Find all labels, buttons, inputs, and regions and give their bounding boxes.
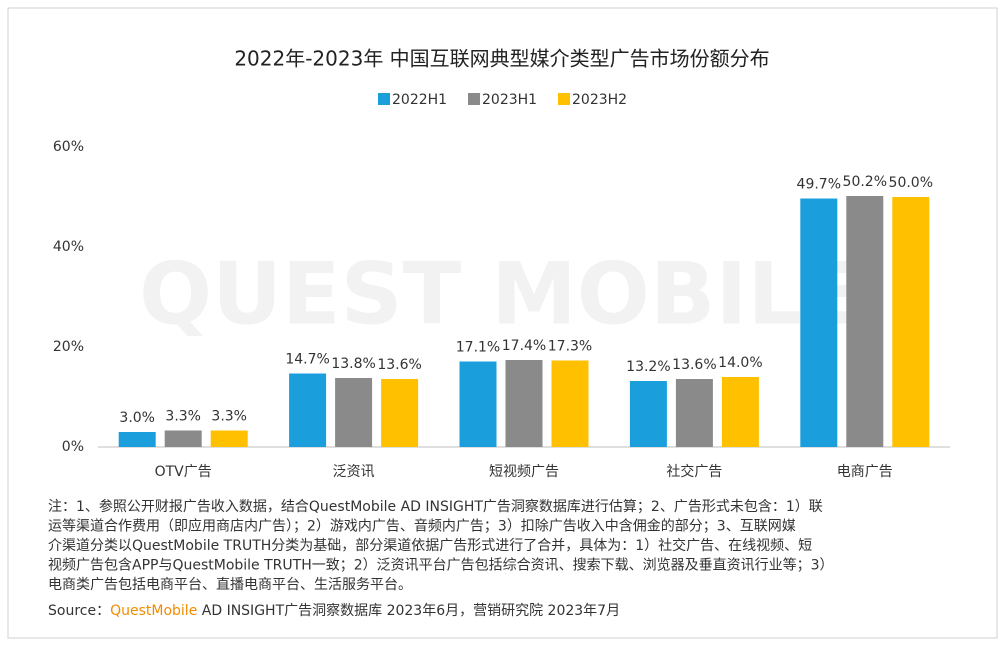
watermark: QUEST MOBILE — [139, 244, 861, 344]
legend-swatch — [468, 93, 480, 105]
value-label: 3.3% — [165, 409, 201, 425]
note-line: 视频广告包含APP与QuestMobile TRUTH一致；2）泛资讯平台广告包… — [48, 557, 834, 574]
value-label: 13.6% — [377, 357, 421, 373]
y-tick-label: 20% — [53, 339, 84, 355]
source-label: Source： — [48, 603, 110, 619]
x-tick-label: 电商广告 — [837, 464, 893, 480]
value-label: 3.3% — [211, 409, 247, 425]
x-tick-label: 社交广告 — [666, 463, 722, 480]
bar — [721, 377, 759, 447]
value-label: 3.0% — [119, 410, 155, 426]
value-label: 17.3% — [548, 339, 592, 355]
y-tick-label: 60% — [53, 139, 84, 155]
y-tick-label: 40% — [53, 239, 84, 255]
value-label: 17.4% — [502, 338, 546, 354]
bar — [892, 197, 930, 447]
value-label: 50.2% — [843, 174, 887, 190]
bar — [551, 360, 589, 447]
bar — [800, 198, 838, 447]
bar — [629, 381, 667, 447]
bar — [118, 432, 156, 447]
x-tick-label: OTV广告 — [155, 464, 212, 480]
note-line: 电商类广告包括电商平台、直播电商平台、生活服务平台。 — [48, 576, 412, 593]
bar — [505, 360, 543, 447]
legend-label: 2023H2 — [572, 92, 627, 108]
x-tick-label: 短视频广告 — [489, 464, 559, 480]
bar — [459, 361, 497, 447]
legend-label: 2022H1 — [392, 92, 447, 108]
bar — [335, 378, 373, 447]
source: Source：QuestMobile AD INSIGHT广告洞察数据库 202… — [48, 602, 620, 619]
bar — [675, 379, 713, 447]
bar — [164, 430, 202, 447]
bar — [846, 196, 884, 447]
bar — [210, 430, 248, 447]
source-text: AD INSIGHT广告洞察数据库 2023年6月，营销研究院 2023年7月 — [197, 602, 620, 619]
legend-swatch — [558, 93, 570, 105]
bar — [289, 373, 327, 447]
legend-label: 2023H1 — [482, 92, 537, 108]
bar — [381, 379, 419, 447]
note-line: 运等渠道合作费用（即应用商店内广告）；2）游戏内广告、音频内广告；3）扣除广告收… — [48, 518, 796, 535]
note-line: 介渠道分类以QuestMobile TRUTH分类为基础，部分渠道依据广告形式进… — [48, 537, 812, 554]
value-label: 49.7% — [797, 177, 841, 193]
y-tick-label: 0% — [62, 439, 84, 455]
value-label: 13.6% — [672, 357, 716, 373]
x-tick-label: 泛资讯 — [333, 464, 375, 480]
chart-title: 2022年-2023年 中国互联网典型媒介类型广告市场份额分布 — [234, 47, 769, 71]
frame — [7, 7, 998, 639]
value-label: 13.2% — [626, 359, 670, 375]
value-label: 14.0% — [718, 355, 762, 371]
value-label: 50.0% — [889, 175, 933, 191]
note-line: 注：1、参照公开财报广告收入数据，结合QuestMobile AD INSIGH… — [48, 498, 823, 515]
legend-swatch — [378, 93, 390, 105]
source-brand: QuestMobile — [110, 603, 197, 619]
value-label: 14.7% — [285, 352, 329, 368]
value-label: 13.8% — [331, 356, 375, 372]
value-label: 17.1% — [456, 340, 500, 356]
